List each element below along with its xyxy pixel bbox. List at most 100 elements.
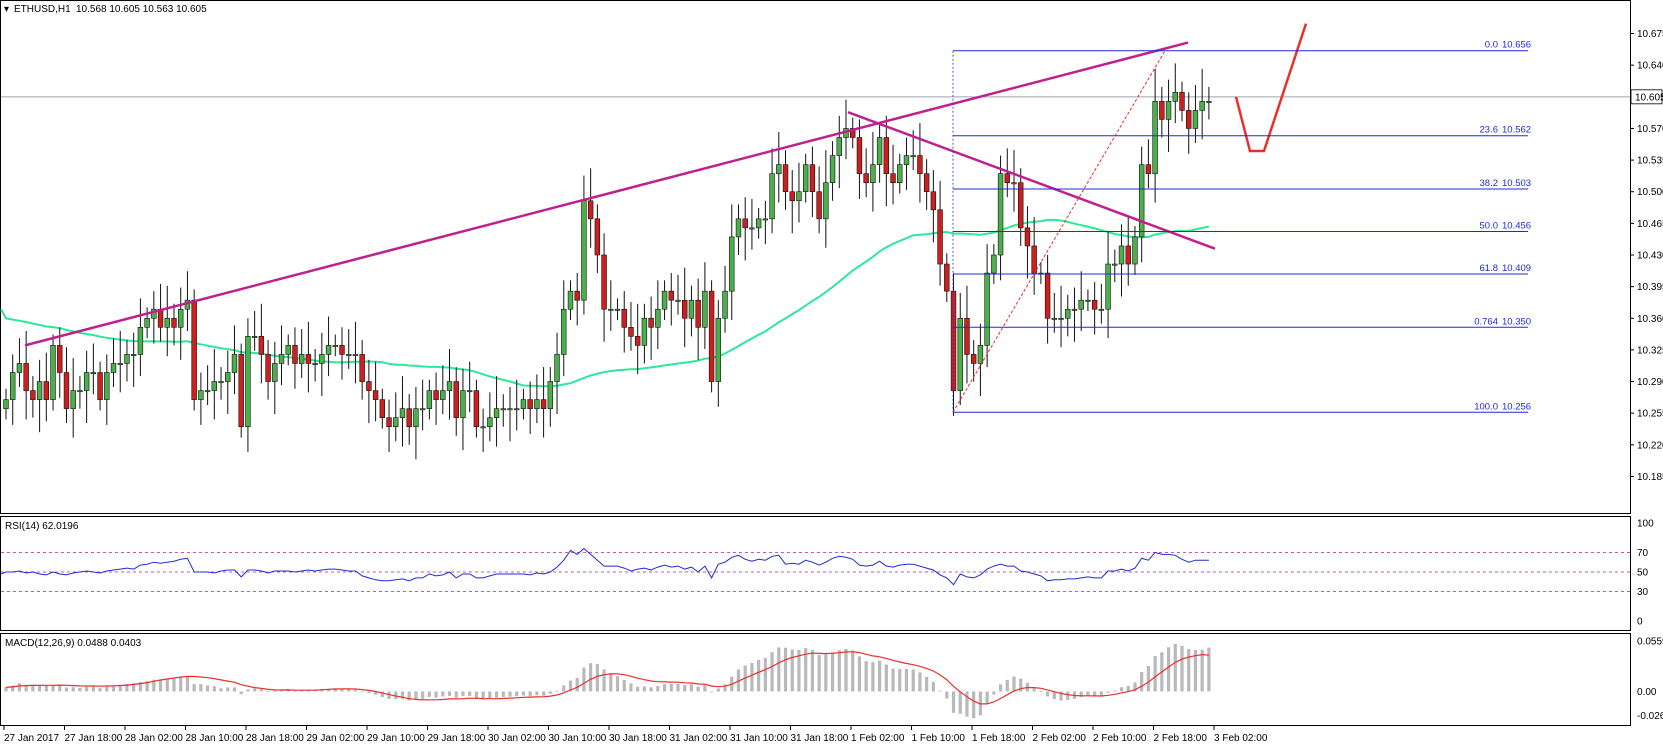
candle-body [567,290,574,310]
macd-histogram-bar [1180,645,1184,692]
symbol-header: ETHUSD,H1 [14,4,71,15]
macd-histogram-bar [703,684,707,692]
candle-body [352,354,359,356]
macd-histogram-bar [51,685,55,692]
candle-body [292,345,298,364]
macd-histogram-bar [212,686,216,692]
falling-trend-line [847,111,1216,250]
macd-histogram-bar [347,689,351,692]
candle-body [621,308,627,328]
candle-body [1118,245,1125,265]
time-tick-label: 30 Jan 02:00 [488,733,546,744]
macd-histogram-bar [777,647,781,692]
candle-body [171,317,177,328]
price-pane[interactable] [0,0,1631,514]
macd-histogram-bar [998,684,1003,692]
macd-histogram-bar [125,683,129,692]
macd-histogram-bar [710,691,714,693]
macd-histogram-bar [1086,691,1090,696]
price-tick-label: 10.185 [1637,472,1663,483]
candle-body [285,345,291,355]
candle-body [104,372,110,400]
price-header-icon: ▾ [4,4,9,15]
macd-histogram-bar [884,664,888,692]
fibonacci-layer: 0.0 10.656 23.6 10.562 38.2 10.503 50.0 10.456 6… [952,40,1531,413]
macd-histogram-bar [945,691,949,699]
macd-histogram-bar [528,691,532,697]
candle-body [574,290,580,301]
candle-body [10,372,16,400]
candle-body [211,381,218,391]
macd-histogram-bar [219,688,223,692]
macd-histogram-bar [1046,691,1050,697]
macd-histogram-bar [1079,691,1083,697]
time-tick-label: 1 Feb 02:00 [851,733,905,744]
fib-level-ratio: 23.6 [1480,125,1499,136]
macd-histogram-bar [421,691,425,699]
candle-body [540,399,547,409]
candle-body [204,390,211,393]
candle-body [1105,263,1111,310]
time-tick-label: 1 Feb 10:00 [912,733,966,744]
macd-pane[interactable] [0,633,1631,726]
candle-body [245,336,251,428]
candle-body [850,128,856,138]
candle-body [507,408,513,411]
macd-histogram-bar [891,668,895,692]
candle-body [1145,164,1152,174]
candle-body [601,254,607,310]
macd-histogram-bar [300,690,304,692]
moving-average-line [0,218,1210,388]
macd-histogram-bar [757,659,761,692]
price-tick-label: 10.500 [1637,187,1663,198]
candle-body [554,354,560,382]
candle-body [984,272,990,346]
macd-histogram-bar [1146,666,1150,692]
candle-body [312,363,318,365]
candle-body [970,354,977,364]
macd-histogram-bar [1140,671,1144,692]
candle-body [77,390,83,393]
macd-histogram-bar [4,687,8,692]
candle-body [305,354,312,364]
candle-body [124,354,130,364]
macd-histogram-bar [1133,682,1137,692]
macd-histogram-bar [542,691,546,696]
candle-body [1091,299,1098,310]
candle-body [581,200,587,301]
candle-body [587,200,594,220]
macd-histogram-bar [562,685,566,692]
candle-body [1206,101,1212,103]
candle-body [1044,272,1051,319]
macd-histogram-bar [24,684,28,692]
macd-histogram-bar [172,678,176,692]
fib-level-price: 10.562 [1502,125,1531,136]
macd-histogram-bar [1032,688,1036,692]
rsi-pane[interactable] [0,516,1631,631]
candle-body [63,372,70,409]
macd-histogram-bar [790,649,794,692]
price-tick-label: 10.290 [1637,377,1663,388]
candle-body [406,408,412,428]
macd-histogram-bar [595,663,599,692]
macd-histogram-bar [474,691,478,699]
fib-level-price: 10.456 [1502,221,1531,232]
candle-body [164,317,170,328]
macd-histogram-bar [367,691,371,694]
macd-histogram-bar [353,689,358,692]
candle-body [715,317,722,382]
candle-body [191,299,197,400]
candle-body [446,381,453,391]
macd-histogram-bar [468,691,472,697]
candle-body [500,408,506,411]
rsi-header: RSI(14) 62.0196 [5,521,79,532]
macd-histogram-bar [179,677,183,692]
candle-body [57,345,63,373]
candle-body [1071,308,1078,311]
candle-body [319,354,325,364]
candle-body [265,354,271,382]
candle-body [1192,110,1199,129]
macd-histogram-bar [313,690,317,692]
